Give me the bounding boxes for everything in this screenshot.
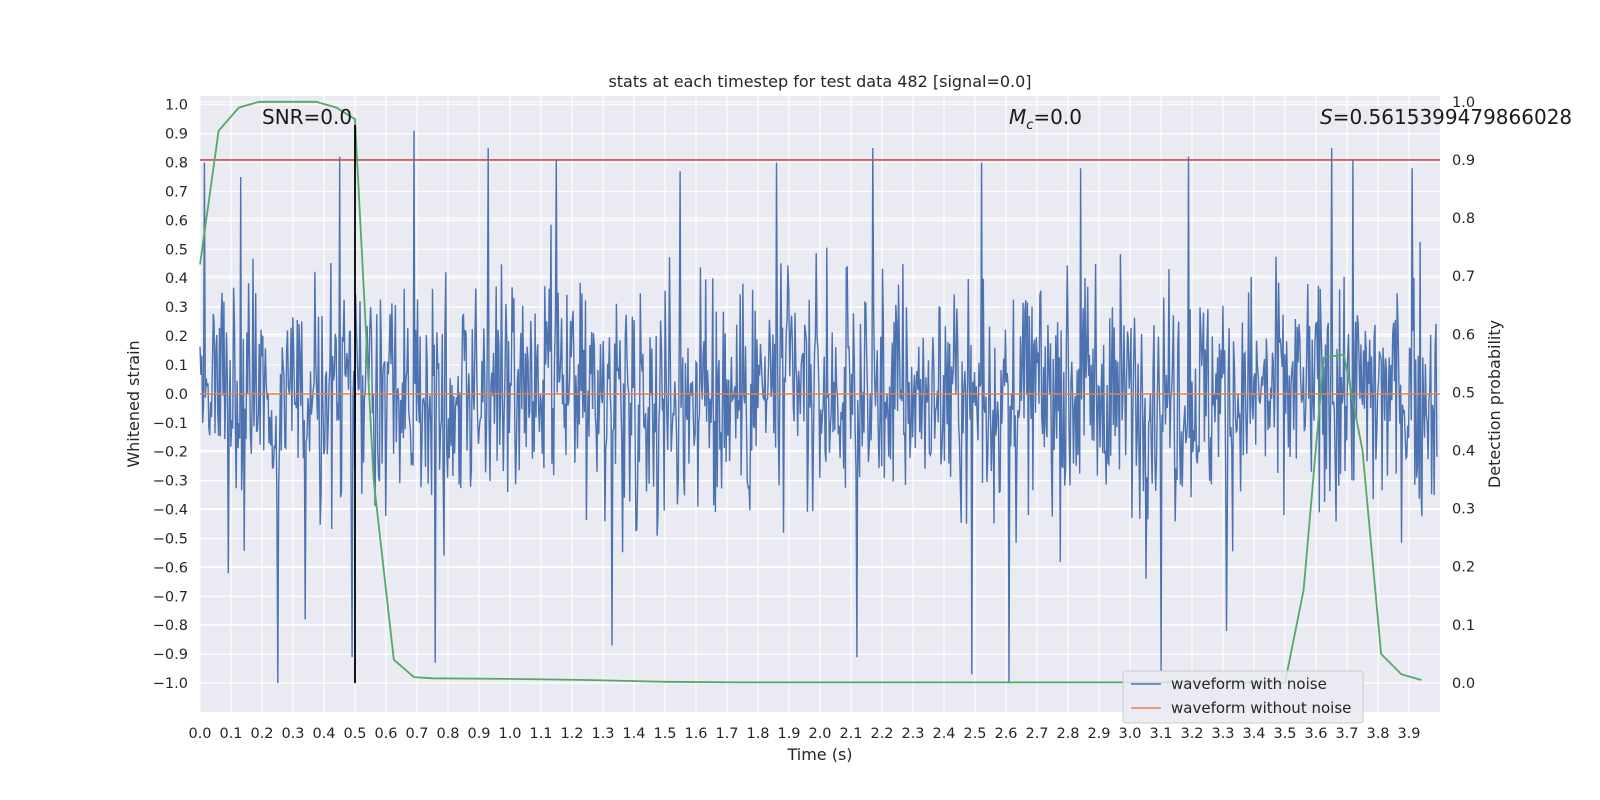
y2-axis-label: Detection probability <box>1485 320 1504 488</box>
mc-annotation: Mc=0.0 <box>1009 105 1082 133</box>
y-tick-label: 0.5 <box>165 242 188 258</box>
x-tick-label: 1.5 <box>653 726 676 742</box>
y-tick-label: 1.0 <box>165 98 188 114</box>
x-axis-label: Time (s) <box>786 745 852 764</box>
s-symbol: S <box>1320 105 1333 129</box>
legend: waveform with noise waveform without noi… <box>1122 670 1364 724</box>
x-tick-label: 3.3 <box>1211 726 1234 742</box>
x-tick-label: 0.8 <box>436 726 459 742</box>
y2-tick-label: 0.1 <box>1452 618 1475 634</box>
x-tick-label: 1.3 <box>591 726 614 742</box>
y-tick-label: −0.4 <box>153 503 188 519</box>
snr-annotation: SNR=0.0 <box>262 105 352 129</box>
y-tick-label: 0.3 <box>165 300 188 316</box>
y2-tick-label: 0.3 <box>1452 502 1475 518</box>
x-tick-label: 2.5 <box>963 726 986 742</box>
x-tick-label: 3.9 <box>1397 726 1420 742</box>
x-tick-label: 1.7 <box>715 726 738 742</box>
y-tick-labels: 1.0 0.9 0.8 0.7 0.6 0.5 0.4 0.3 0.2 0.1 0.0 −0.1 −0.… <box>153 98 188 692</box>
y2-tick-label: 0.5 <box>1452 385 1475 401</box>
x-tick-label: 3.1 <box>1149 726 1172 742</box>
mc-value: =0.0 <box>1033 105 1082 129</box>
y2-tick-label: 0.8 <box>1452 211 1475 227</box>
y-tick-label: −0.7 <box>153 589 188 605</box>
y-tick-label: 0.9 <box>165 127 188 143</box>
x-tick-label: 0.2 <box>250 726 273 742</box>
legend-label-noise: waveform with noise <box>1171 675 1327 693</box>
x-tick-label: 3.8 <box>1366 726 1389 742</box>
x-tick-label: 1.4 <box>622 726 645 742</box>
x-tick-label: 3.7 <box>1335 726 1358 742</box>
y-tick-label: −1.0 <box>153 676 188 692</box>
x-tick-label: 3.4 <box>1242 726 1265 742</box>
y-tick-label: −0.6 <box>153 560 188 576</box>
x-tick-label: 0.3 <box>281 726 304 742</box>
y2-tick-label: 0.4 <box>1452 443 1475 459</box>
x-tick-label: 2.8 <box>1056 726 1079 742</box>
x-tick-label: 1.6 <box>684 726 707 742</box>
x-tick-label: 2.6 <box>994 726 1017 742</box>
x-tick-label: 1.0 <box>498 726 521 742</box>
x-tick-label: 0.7 <box>405 726 428 742</box>
series-detection-probability <box>199 100 1422 684</box>
x-tick-label: 3.2 <box>1180 726 1203 742</box>
y-tick-label: −0.5 <box>153 531 188 547</box>
x-tick-label: 1.8 <box>746 726 769 742</box>
x-tick-label: 0.4 <box>312 726 335 742</box>
y-tick-label: −0.8 <box>153 618 188 634</box>
y-tick-label: 0.1 <box>165 358 188 374</box>
x-tick-label: 0.6 <box>374 726 397 742</box>
y-tick-label: 0.2 <box>165 329 188 345</box>
mc-symbol: M <box>1009 105 1026 129</box>
x-tick-label: 0.0 <box>188 726 211 742</box>
x-tick-label: 2.7 <box>1025 726 1048 742</box>
y2-tick-label: 0.9 <box>1452 153 1475 169</box>
x-tick-label: 3.0 <box>1118 726 1141 742</box>
y-tick-label: 0.4 <box>165 271 188 287</box>
s-annotation: S=0.5615399479866028 <box>1320 105 1572 129</box>
x-tick-label: 2.2 <box>870 726 893 742</box>
x-tick-label: 3.5 <box>1273 726 1296 742</box>
s-value: =0.5615399479866028 <box>1333 105 1572 129</box>
y2-tick-label: 1.0 <box>1452 95 1475 111</box>
y2-tick-label: 0.0 <box>1452 676 1475 692</box>
y2-tick-label: 0.2 <box>1452 560 1475 576</box>
legend-box <box>1122 670 1364 724</box>
x-tick-label: 3.6 <box>1304 726 1327 742</box>
x-tick-label: 2.3 <box>901 726 924 742</box>
legend-label-clean: waveform without noise <box>1171 699 1351 717</box>
y-tick-label: 0.8 <box>165 156 188 172</box>
mc-subscript: c <box>1026 118 1033 133</box>
x-tick-label: 1.9 <box>777 726 800 742</box>
chart-title: stats at each timestep for test data 482… <box>608 72 1031 91</box>
x-tick-label: 1.2 <box>560 726 583 742</box>
y2-tick-label: 0.7 <box>1452 269 1475 285</box>
x-tick-label: 2.0 <box>808 726 831 742</box>
x-tick-label: 0.5 <box>343 726 366 742</box>
x-tick-label: 0.1 <box>219 726 242 742</box>
x-tick-label: 2.9 <box>1087 726 1110 742</box>
y2-tick-labels: 1.0 0.9 0.8 0.7 0.6 0.5 0.4 0.3 0.2 0.1 0.0 <box>1452 95 1475 692</box>
x-tick-label: 2.4 <box>932 726 955 742</box>
y-axis-label: Whitened strain <box>124 340 143 467</box>
y-tick-label: 0.0 <box>165 387 188 403</box>
x-tick-label: 0.9 <box>467 726 490 742</box>
y-tick-label: 0.7 <box>165 184 188 200</box>
y-tick-label: −0.9 <box>153 647 188 663</box>
y-tick-label: −0.2 <box>153 445 188 461</box>
y-tick-label: −0.1 <box>153 416 188 432</box>
x-tick-labels: 0.0 0.1 0.2 0.3 0.4 0.5 0.6 0.7 0.8 0.9 1.0 1.1 1.2 1… <box>188 726 1420 742</box>
y-tick-label: −0.3 <box>153 474 188 490</box>
y-tick-label: 0.6 <box>165 213 188 229</box>
series-layer <box>199 100 1440 684</box>
y2-tick-label: 0.6 <box>1452 327 1475 343</box>
x-tick-label: 1.1 <box>529 726 552 742</box>
series-waveform-with-noise <box>199 130 1438 684</box>
x-tick-label: 2.1 <box>839 726 862 742</box>
